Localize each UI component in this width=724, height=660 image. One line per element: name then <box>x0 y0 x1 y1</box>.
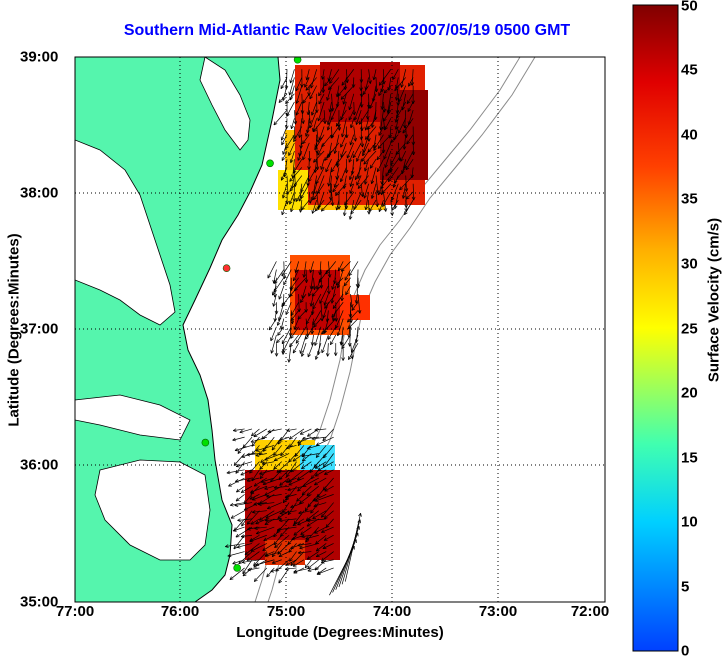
radar-station-marker <box>223 265 230 272</box>
radar-station-marker <box>267 160 274 167</box>
colorbar-tick: 50 <box>681 0 698 15</box>
colorbar-tick: 0 <box>681 643 689 660</box>
x-tick-label: 73:00 <box>479 603 517 620</box>
x-axis-label: Longitude (Degrees:Minutes) <box>75 624 605 641</box>
x-tick-label: 76:00 <box>161 603 199 620</box>
colorbar-tick: 10 <box>681 514 698 531</box>
y-tick-label: 39:00 <box>20 49 58 66</box>
colorbar-tick: 30 <box>681 256 698 273</box>
x-tick-label: 74:00 <box>373 603 411 620</box>
x-tick-label: 75:00 <box>267 603 305 620</box>
radar-station-marker <box>202 439 209 446</box>
map-title: Southern Mid-Atlantic Raw Velocities 200… <box>62 22 632 40</box>
colorbar-tick: 5 <box>681 579 689 596</box>
colorbar-tick: 45 <box>681 62 698 79</box>
x-tick-label: 72:00 <box>571 603 609 620</box>
x-tick-label: 77:00 <box>56 603 94 620</box>
colorbar-tick: 20 <box>681 385 698 402</box>
y-tick-label: 37:00 <box>20 321 58 338</box>
colorbar-tick: 40 <box>681 127 698 144</box>
colorbar-label: Surface Velocity (cm/s) <box>706 218 723 382</box>
y-tick-label: 35:00 <box>20 594 58 611</box>
colorbar-tick: 25 <box>681 321 698 338</box>
colorbar-tick: 15 <box>681 450 698 467</box>
y-tick-label: 38:00 <box>20 185 58 202</box>
colorbar-tick: 35 <box>681 191 698 208</box>
radar-station-marker <box>234 564 241 571</box>
colorbar <box>633 5 678 651</box>
y-tick-label: 36:00 <box>20 457 58 474</box>
